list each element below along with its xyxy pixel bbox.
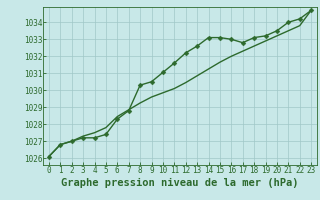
X-axis label: Graphe pression niveau de la mer (hPa): Graphe pression niveau de la mer (hPa) [61,177,299,188]
